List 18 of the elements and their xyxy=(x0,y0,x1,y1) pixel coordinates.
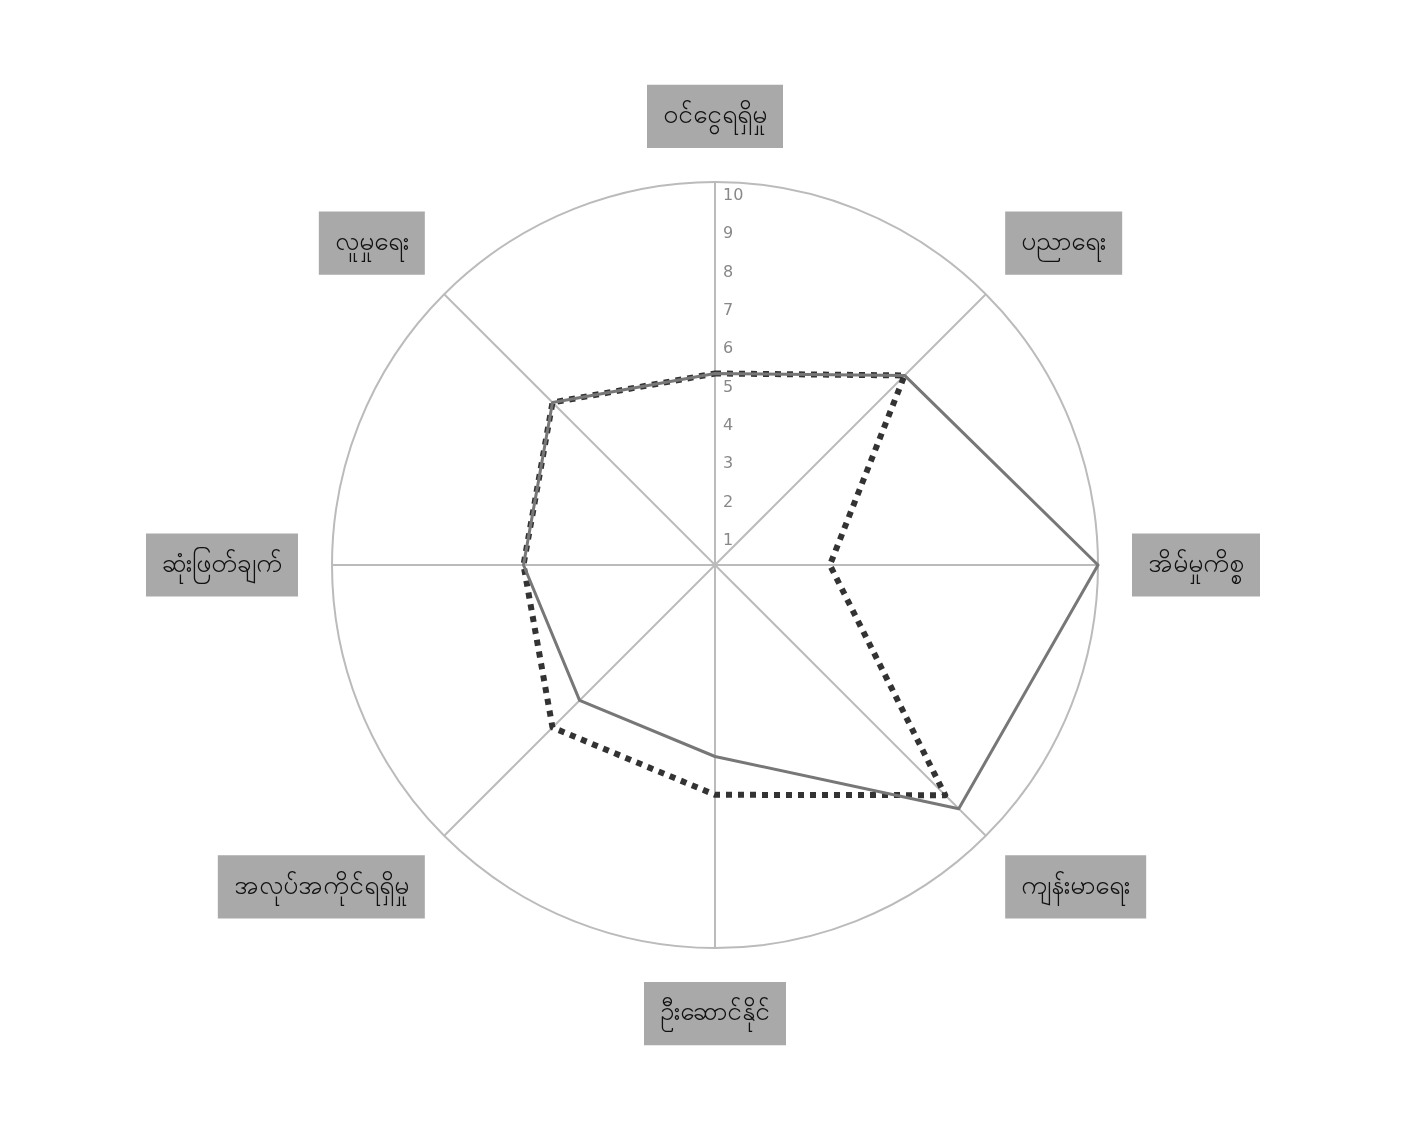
spoke-label: ဦးဆောင်နိုင် xyxy=(660,996,770,1033)
spoke-label: ဝင်ငွေရရှိမှု xyxy=(663,99,767,136)
spoke-label: ဆုံးဖြတ်ချက် xyxy=(162,545,282,584)
y-tick-label: 9 xyxy=(723,223,734,243)
y-tick-label: 1 xyxy=(723,529,734,549)
y-tick-label: 2 xyxy=(723,491,734,511)
y-tick-label: 7 xyxy=(723,300,734,320)
y-tick-label: 3 xyxy=(723,453,734,473)
spoke-label: ပညာရေး xyxy=(1021,225,1107,262)
spoke-label: လူမှုရေး xyxy=(334,225,409,262)
y-tick-label: 4 xyxy=(723,414,734,434)
y-tick-label: 6 xyxy=(723,338,734,358)
y-tick-label: 10 xyxy=(723,185,744,205)
y-tick-label: 5 xyxy=(723,376,734,396)
spoke-label: ကျန်းမာရေး xyxy=(1021,869,1131,906)
spoke-label: အိမ်မှုကိစ္စ xyxy=(1148,547,1244,584)
spoke-label: အလုပ်အကိုင်ရရှိမှု xyxy=(233,869,409,906)
y-tick-label: 8 xyxy=(723,261,734,281)
